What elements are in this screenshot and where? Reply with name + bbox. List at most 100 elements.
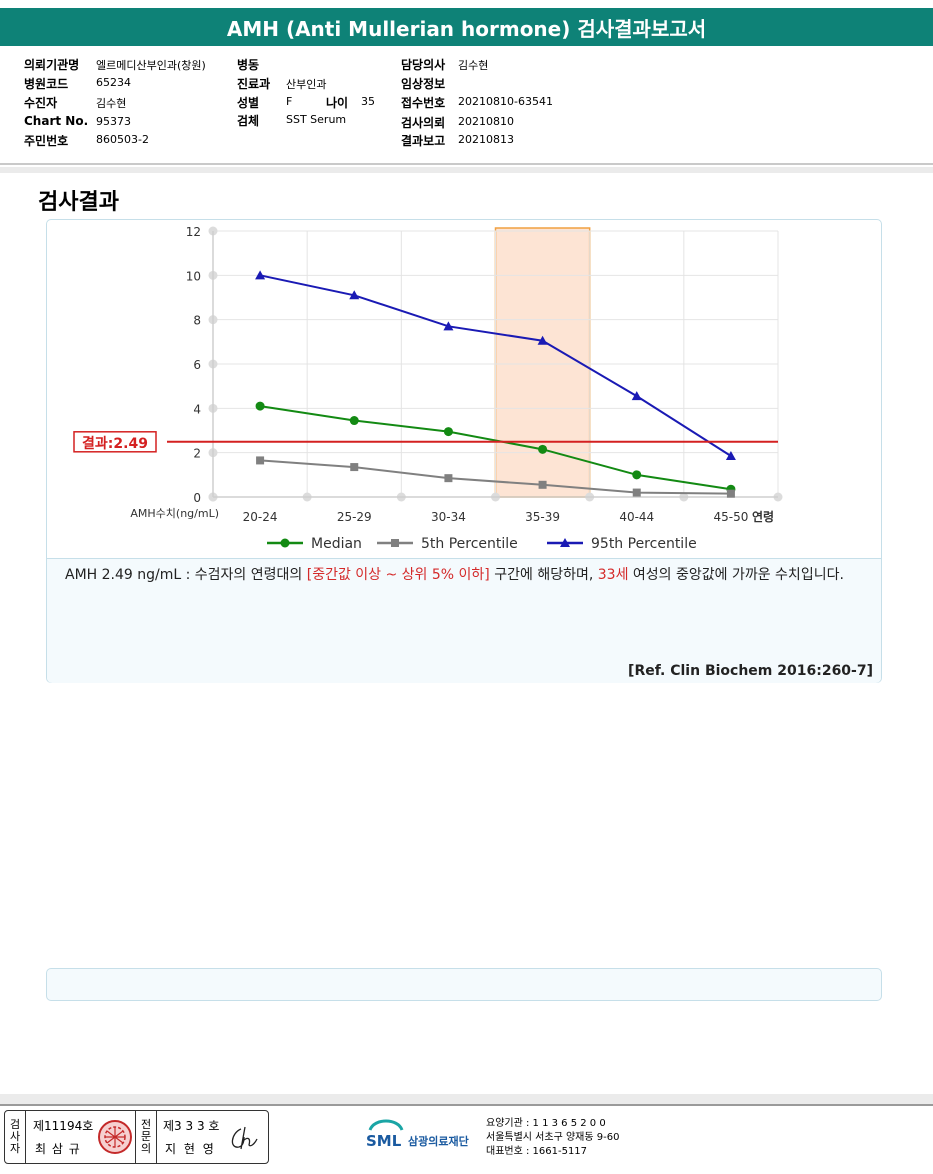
series-point	[726, 489, 735, 498]
dept-value: 산부인과	[286, 78, 327, 91]
footer-band	[0, 1094, 933, 1104]
series-point	[256, 456, 265, 465]
y-tick-label: 8	[193, 314, 201, 328]
org-logo: SML 삼광의료재단	[364, 1114, 484, 1158]
series-point	[537, 335, 548, 345]
y-tick-label: 0	[193, 491, 201, 505]
section-title: 검사결과	[38, 190, 119, 215]
y-tick-label: 10	[186, 269, 201, 283]
patient-value: 김수현	[96, 97, 127, 110]
footer-divider	[0, 1104, 933, 1106]
series-point	[632, 488, 641, 497]
legend-marker	[560, 538, 570, 547]
x-tick-label: 45-50	[713, 510, 748, 524]
report-title: AMH (Anti Mullerian hormone) 검사결과보고서	[0, 8, 933, 46]
comment-part1: AMH 2.49 ng/mL : 수검자의 연령대의	[65, 567, 307, 583]
chart-value: 95373	[96, 115, 131, 128]
examiner-license: 제11194호	[33, 1119, 94, 1133]
sml-logo-icon: SML 삼광의료재단	[366, 1119, 469, 1150]
series-line-2	[259, 274, 732, 457]
receipt-label: 접수번호	[401, 96, 446, 110]
highlight-band	[494, 227, 591, 498]
series-point	[444, 474, 453, 483]
x-tick-label: 35-39	[525, 510, 560, 524]
result-panel: 0 2 4 6 8 10 12 20-24 25-29 30-34 35-39 40-44 45-50 연…	[46, 219, 882, 683]
amh-chart: 0 2 4 6 8 10 12 20-24 25-29 30-34 35-39 40-44 45-50 연…	[73, 225, 783, 552]
series-point	[725, 450, 736, 460]
patient-info: 의뢰기관명 엘르메디산부인과(창원) 병원코드 65234 수진자 김수현 Ch…	[0, 48, 933, 160]
examiner-seal-icon	[98, 1120, 132, 1154]
legend-label: Median	[311, 536, 362, 552]
svg-text:SML: SML	[366, 1132, 402, 1150]
report-label: 결과보고	[401, 134, 446, 148]
dept-label: 진료과	[237, 77, 271, 91]
series-point	[255, 401, 265, 411]
institution-number: 요양기관 : 1 1 3 6 5 2 0 0	[486, 1118, 606, 1129]
divider	[0, 163, 933, 165]
y-tick-label: 4	[193, 402, 201, 416]
divider-band	[0, 167, 933, 173]
sex-value: F	[286, 95, 293, 108]
signature-icon	[231, 1126, 258, 1150]
series-point	[631, 391, 642, 401]
x-tick-label: 25-29	[337, 510, 372, 524]
org-address: 서울특별시 서초구 양재동 9-60	[486, 1132, 620, 1143]
doctor-value: 김수현	[458, 59, 489, 72]
code-label: 병원코드	[24, 77, 69, 91]
series-point	[443, 427, 453, 437]
y-tick-label: 2	[193, 447, 201, 461]
doctor-label: 담당의사	[401, 58, 446, 72]
age-label: 나이	[326, 96, 349, 110]
sex-label: 성별	[237, 96, 260, 110]
result-comment: AMH 2.49 ng/mL : 수검자의 연령대의 [중간값 이상 ~ 상위 …	[65, 565, 875, 586]
y-tick-label: 6	[193, 358, 201, 372]
legend-marker	[280, 538, 290, 548]
x-tick-label: 30-34	[431, 510, 466, 524]
x-tick-label: 20-24	[243, 510, 278, 524]
y-axis-label: AMH수치(ng/mL)	[130, 507, 219, 520]
y-tick-label: 12	[186, 225, 201, 239]
series-point	[255, 270, 266, 280]
result-comment-area: AMH 2.49 ng/mL : 수검자의 연령대의 [중간값 이상 ~ 상위 …	[47, 558, 881, 683]
receipt-value: 20210810-63541	[458, 95, 553, 108]
reference: [Ref. Clin Biochem 2016:260-7]	[628, 663, 873, 679]
empty-panel	[46, 968, 882, 1001]
legend-marker	[391, 539, 399, 547]
age-value: 35	[361, 95, 375, 108]
code-value: 65234	[96, 76, 131, 89]
chart-label: Chart No.	[24, 114, 89, 128]
hospital-value: 엘르메디산부인과(창원)	[96, 59, 206, 72]
legend-label: 5th Percentile	[421, 536, 518, 552]
org-contact: 요양기관 : 1 1 3 6 5 2 0 0 서울특별시 서초구 양재동 9-6…	[486, 1117, 619, 1159]
comment-age: 33세	[597, 567, 629, 583]
series-point	[349, 290, 360, 300]
specialist-name: 지 현 영	[165, 1142, 216, 1156]
series-point	[632, 470, 642, 480]
clinical-label: 임상정보	[401, 77, 446, 91]
rrn-label: 주민번호	[24, 134, 69, 148]
comment-part3: 여성의 중앙값에 가까운 수치입니다.	[628, 567, 844, 583]
series-point	[350, 463, 359, 472]
examiner-name: 최 삼 규	[35, 1142, 81, 1156]
comment-part2: 구간에 해당하며,	[489, 567, 598, 583]
series-point	[538, 444, 548, 454]
ward-label: 병동	[237, 58, 260, 72]
x-tick-label: 40-44	[619, 510, 654, 524]
request-value: 20210810	[458, 115, 514, 128]
x-axis-suffix: 연령	[752, 509, 774, 524]
series-point	[349, 416, 359, 426]
series-line-0	[259, 405, 732, 491]
request-label: 검사의뢰	[401, 116, 446, 130]
hospital-label: 의뢰기관명	[24, 58, 80, 72]
comment-range: [중간값 이상 ~ 상위 5% 이하]	[306, 567, 490, 583]
rrn-value: 860503-2	[96, 133, 149, 146]
legend-label: 95th Percentile	[591, 536, 697, 552]
specimen-label: 검체	[237, 114, 260, 128]
result-label: 결과:2.49	[82, 435, 148, 452]
svg-text:삼광의료재단: 삼광의료재단	[408, 1134, 469, 1148]
org-phone: 대표번호 : 1661-5117	[486, 1146, 588, 1157]
result-label-box	[73, 431, 157, 453]
